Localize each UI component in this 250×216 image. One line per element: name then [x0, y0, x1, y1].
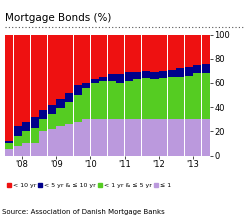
Bar [159, 78, 167, 119]
Bar [91, 35, 99, 79]
Bar [125, 35, 133, 72]
Bar [142, 78, 150, 119]
Bar [133, 79, 141, 119]
Bar [176, 35, 184, 68]
Bar [91, 119, 99, 156]
Bar [40, 131, 48, 156]
Bar [99, 119, 107, 156]
Bar [48, 129, 56, 156]
Bar [168, 35, 175, 70]
Bar [14, 146, 22, 156]
Bar [168, 70, 175, 77]
Bar [31, 117, 39, 128]
Bar [125, 81, 133, 119]
Bar [48, 114, 56, 129]
Bar [56, 35, 64, 99]
Bar [56, 108, 64, 127]
Bar [116, 75, 124, 83]
Bar [22, 35, 30, 122]
Legend: < 10 yr, < 5 yr & ≤ 10 yr, < 1 yr & ≤ 5 yr, ≤ 1: < 10 yr, < 5 yr & ≤ 10 yr, < 1 yr & ≤ 5 … [4, 180, 174, 191]
Bar [168, 77, 175, 119]
Bar [91, 79, 99, 83]
Bar [133, 119, 141, 156]
Bar [31, 143, 39, 156]
Bar [31, 128, 39, 143]
Bar [14, 35, 22, 127]
Bar [65, 124, 73, 156]
Bar [99, 81, 107, 119]
Text: Source: Association of Danish Mortgage Banks: Source: Association of Danish Mortgage B… [2, 209, 165, 215]
Bar [74, 35, 82, 85]
Bar [82, 35, 90, 83]
Bar [108, 119, 116, 156]
Bar [48, 105, 56, 114]
Bar [5, 149, 13, 156]
Bar [142, 71, 150, 78]
Bar [150, 79, 158, 119]
Bar [116, 83, 124, 119]
Text: Mortgage Bonds (%): Mortgage Bonds (%) [5, 13, 112, 23]
Bar [74, 122, 82, 156]
Bar [150, 119, 158, 156]
Bar [82, 83, 90, 88]
Bar [176, 77, 184, 119]
Bar [184, 119, 193, 156]
Bar [22, 131, 30, 143]
Bar [40, 119, 48, 131]
Bar [193, 65, 201, 73]
Bar [5, 35, 13, 141]
Bar [40, 35, 48, 110]
Bar [202, 73, 210, 119]
Bar [22, 143, 30, 156]
Bar [74, 95, 82, 122]
Bar [108, 75, 116, 81]
Bar [14, 127, 22, 136]
Bar [22, 122, 30, 131]
Bar [108, 35, 116, 75]
Bar [133, 72, 141, 79]
Bar [202, 64, 210, 73]
Bar [56, 99, 64, 108]
Bar [193, 35, 201, 65]
Bar [193, 119, 201, 156]
Bar [82, 119, 90, 156]
Bar [56, 127, 64, 156]
Bar [159, 119, 167, 156]
Bar [116, 35, 124, 75]
Bar [65, 102, 73, 124]
Bar [74, 85, 82, 95]
Bar [159, 35, 167, 71]
Bar [31, 35, 39, 117]
Bar [65, 35, 73, 93]
Bar [176, 68, 184, 77]
Bar [5, 143, 13, 149]
Bar [125, 72, 133, 81]
Bar [202, 119, 210, 156]
Bar [99, 77, 107, 81]
Bar [65, 93, 73, 102]
Bar [142, 119, 150, 156]
Bar [184, 67, 193, 76]
Bar [142, 35, 150, 71]
Bar [184, 35, 193, 67]
Bar [176, 119, 184, 156]
Bar [82, 88, 90, 119]
Bar [108, 81, 116, 119]
Bar [5, 141, 13, 143]
Bar [116, 119, 124, 156]
Bar [193, 73, 201, 119]
Bar [125, 119, 133, 156]
Bar [40, 110, 48, 119]
Bar [150, 35, 158, 72]
Bar [159, 71, 167, 78]
Bar [91, 83, 99, 119]
Bar [99, 35, 107, 77]
Bar [184, 76, 193, 119]
Bar [202, 35, 210, 64]
Bar [150, 72, 158, 79]
Bar [48, 35, 56, 105]
Bar [14, 136, 22, 146]
Bar [133, 35, 141, 72]
Bar [168, 119, 175, 156]
